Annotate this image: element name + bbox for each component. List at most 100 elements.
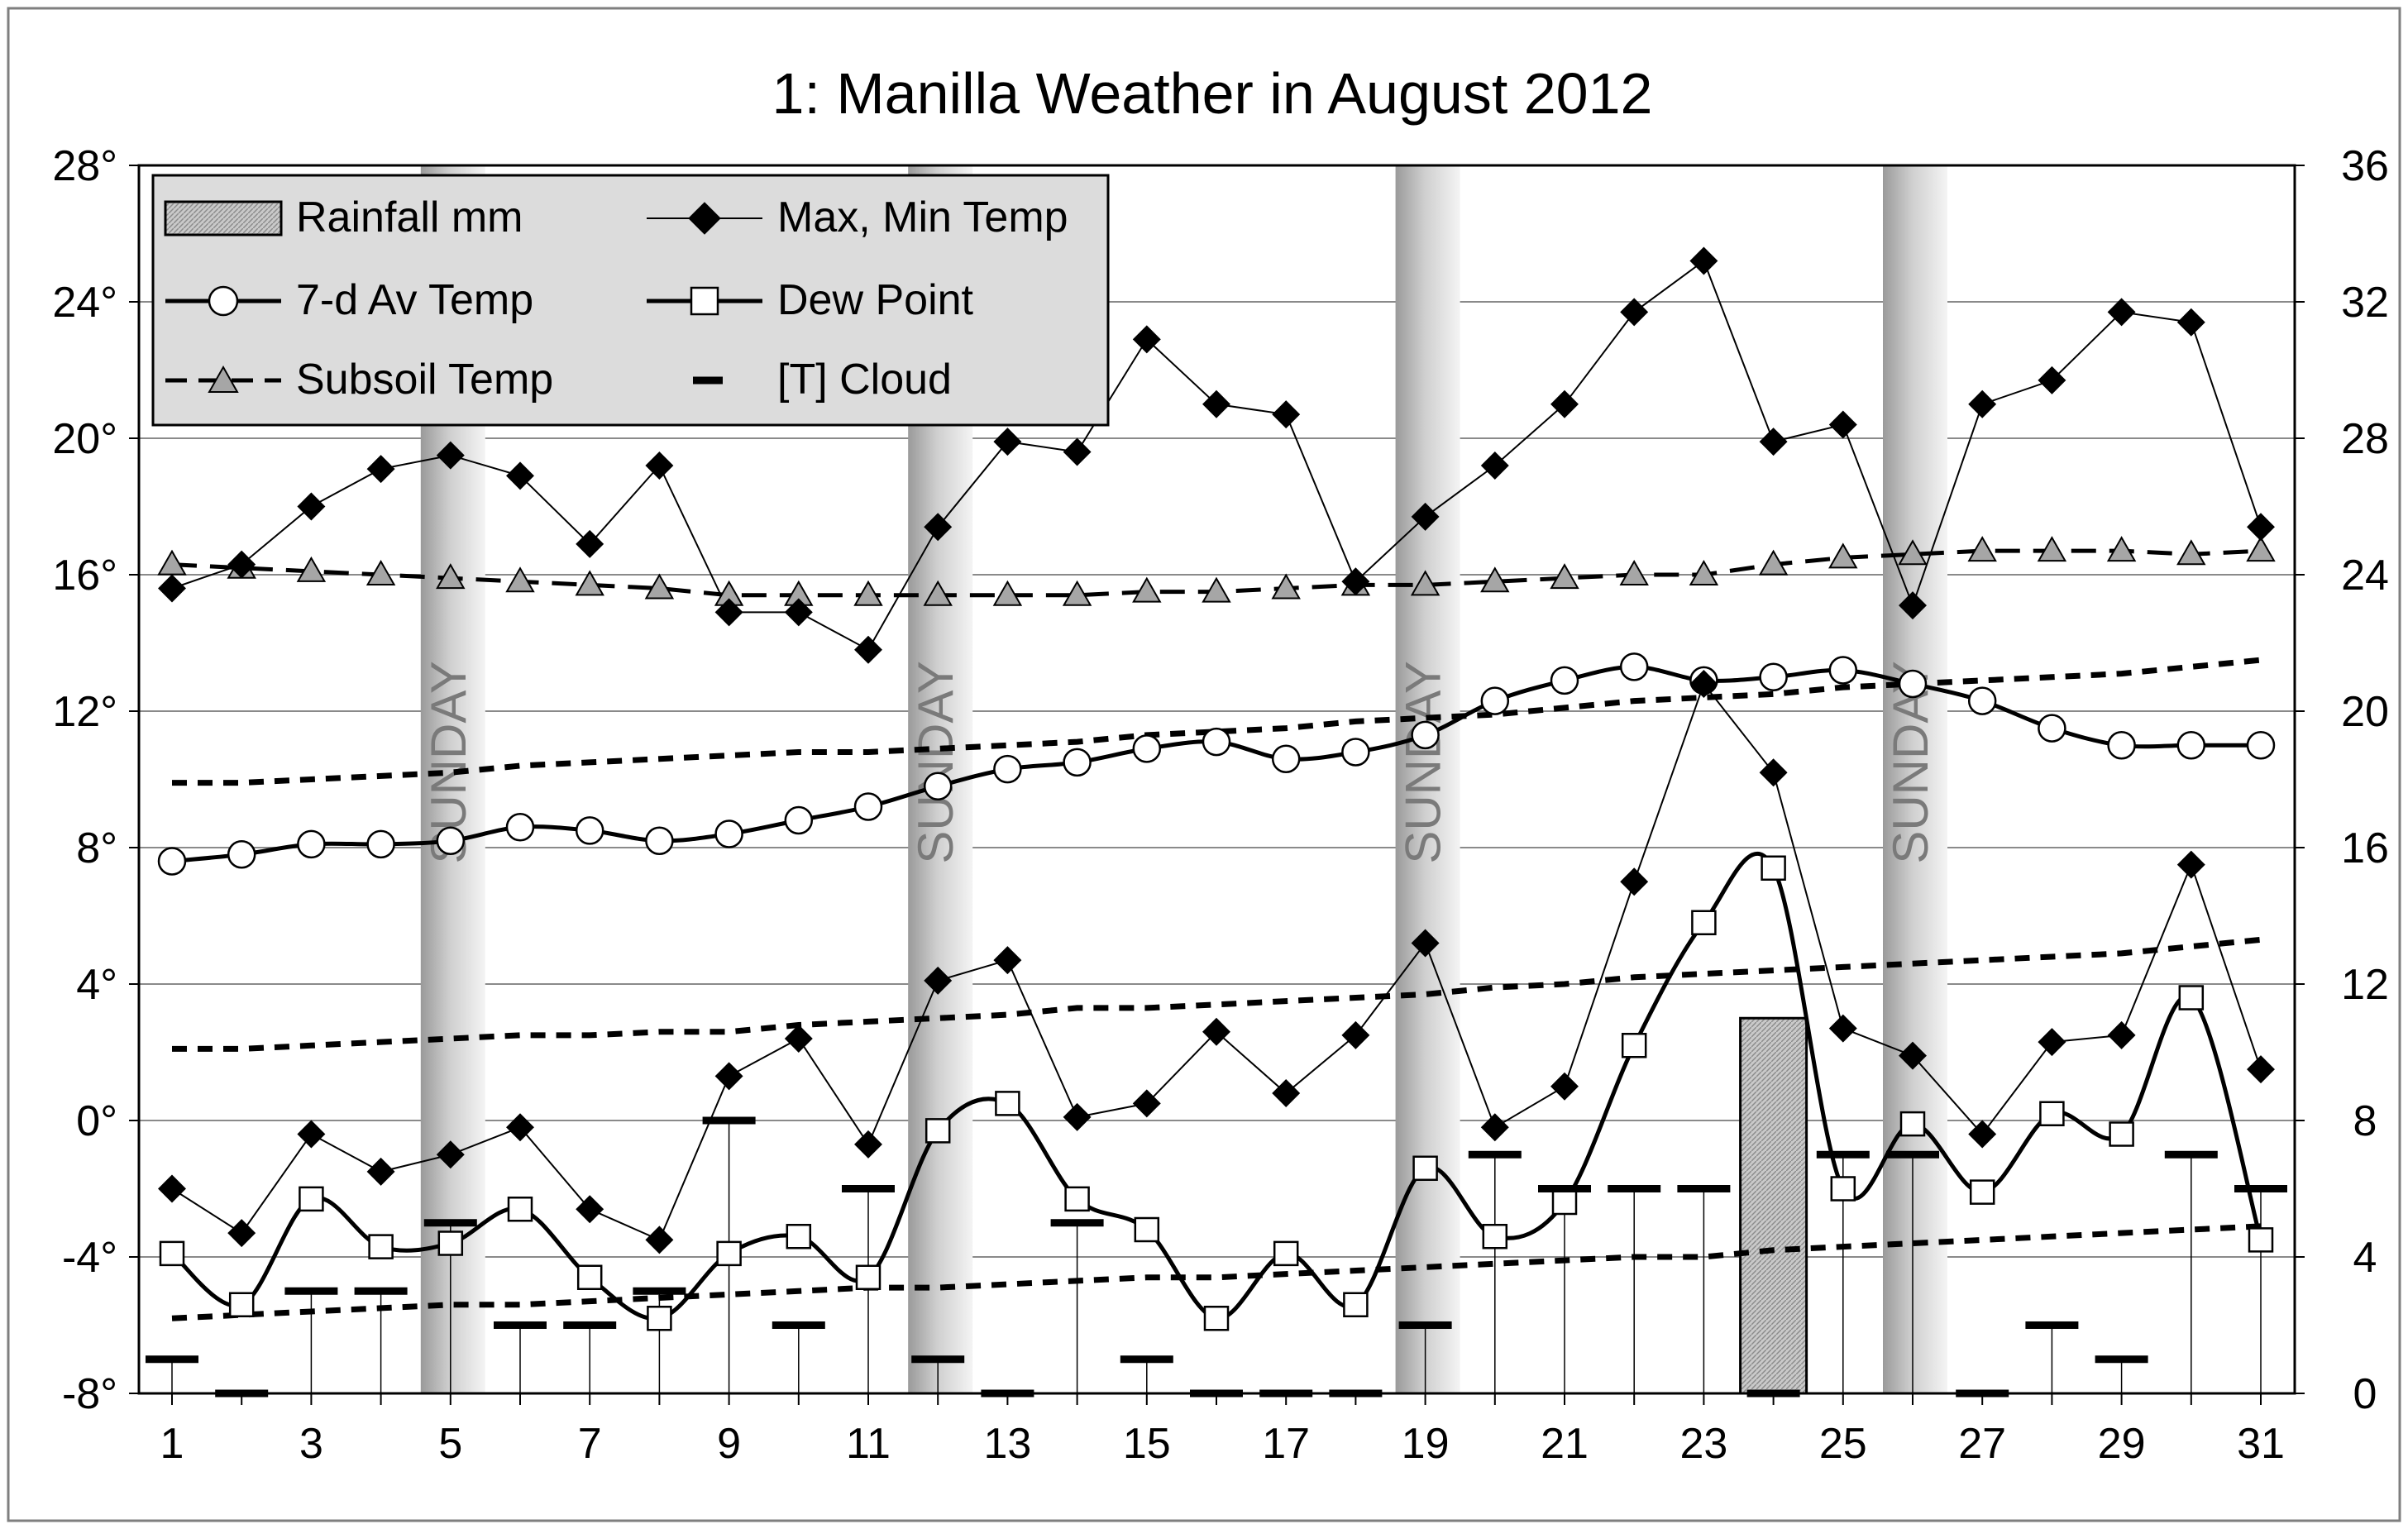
y-left-tick-label: 4° bbox=[76, 961, 117, 1009]
x-tick-label: 27 bbox=[1958, 1420, 2006, 1468]
max-temp-point bbox=[366, 455, 395, 484]
legend-maxmin-label: Max, Min Temp bbox=[777, 194, 1068, 241]
min-temp-point bbox=[2107, 1020, 2136, 1049]
avg7-temp-point bbox=[157, 847, 187, 876]
y-right-tick-label: 20 bbox=[2341, 688, 2389, 736]
min-temp-point bbox=[1411, 929, 1440, 958]
sunday-label: SUNDAY bbox=[1396, 661, 1451, 864]
dew-point-point bbox=[437, 1230, 464, 1256]
min-temp-point bbox=[436, 1140, 465, 1169]
dew-point-point bbox=[1899, 1111, 1926, 1137]
y-left-tick-label: 0° bbox=[76, 1097, 117, 1145]
legend: Rainfall mm Max, Min Temp 7-d Av Temp De… bbox=[151, 174, 1110, 427]
avg7-temp-point bbox=[1967, 686, 1997, 715]
avg7-temp-point bbox=[366, 829, 395, 859]
x-tick-label: 23 bbox=[1679, 1420, 1727, 1468]
dew-point-point bbox=[299, 1186, 324, 1212]
subsoil-temp-point bbox=[2246, 536, 2276, 562]
subsoil-temp-point bbox=[1480, 566, 1510, 593]
y-right-tick-label: 32 bbox=[2341, 279, 2389, 327]
min-temp-point bbox=[645, 1226, 674, 1254]
avg7-temp-point bbox=[853, 792, 883, 821]
sunday-band bbox=[1883, 165, 1947, 1393]
legend-box bbox=[151, 174, 1110, 427]
max-temp-point bbox=[1132, 325, 1161, 354]
max-temp-point bbox=[993, 428, 1022, 456]
avg7-temp-point bbox=[993, 754, 1022, 784]
chart-title: 1: Manilla Weather in August 2012 bbox=[772, 61, 1653, 126]
max-temp-point bbox=[506, 461, 534, 490]
legend-item-cloud: [T] Cloud bbox=[693, 356, 952, 404]
x-tick-label: 11 bbox=[846, 1420, 891, 1468]
legend-subsoil-label: Subsoil Temp bbox=[296, 356, 553, 404]
x-tick-label: 17 bbox=[1262, 1420, 1310, 1468]
y-left-tick-label: -4° bbox=[62, 1234, 117, 1282]
subsoil-temp-point bbox=[992, 580, 1023, 606]
dew-point-line bbox=[170, 851, 2263, 1321]
legend-rainfall-swatch bbox=[164, 200, 283, 237]
max-temp-point bbox=[297, 492, 326, 521]
max-temp-point bbox=[784, 598, 813, 627]
min-temp-point bbox=[2176, 850, 2205, 879]
x-tick-label: 7 bbox=[578, 1420, 602, 1468]
min-temp-point bbox=[366, 1157, 395, 1186]
dew-point-point bbox=[1969, 1179, 1995, 1205]
avg7-temp-point bbox=[1480, 686, 1510, 715]
max-temp-point bbox=[645, 452, 674, 480]
min-temp-point bbox=[1828, 1014, 1857, 1043]
subsoil-temp-point bbox=[366, 559, 396, 585]
subsoil-temp-point bbox=[1967, 536, 1997, 562]
avg7-temp-point bbox=[1619, 652, 1649, 681]
max-temp-point bbox=[1480, 452, 1509, 480]
subsoil-temp-point bbox=[1689, 559, 1719, 585]
dew-point-point bbox=[2039, 1101, 2065, 1126]
avg7-temp-point bbox=[505, 813, 535, 842]
max-temp-point bbox=[1411, 502, 1440, 531]
y-right-tick-label: 8 bbox=[2353, 1097, 2377, 1145]
y-right-tick-label: 0 bbox=[2353, 1370, 2377, 1418]
axes: 1 3 5 7 9 11 13 15 17 19 21 23 25 27 29 31-8°-4°0°4°8°1… bbox=[52, 142, 2389, 1468]
legend-cloud-label: [T] Cloud bbox=[777, 356, 952, 404]
x-tick-label: 29 bbox=[2098, 1420, 2146, 1468]
dew-point-point bbox=[159, 1240, 185, 1267]
dew-point-point bbox=[368, 1234, 394, 1259]
avg7-temp-point bbox=[227, 840, 256, 869]
legend-subsoil-marker bbox=[208, 365, 239, 393]
avg7-temp-point bbox=[1063, 748, 1092, 777]
avg7-temp-point bbox=[297, 829, 326, 859]
max-temp-point bbox=[1550, 389, 1579, 418]
avg7-temp-point bbox=[2246, 731, 2276, 760]
dew-point-point bbox=[716, 1240, 742, 1267]
dew-point-point bbox=[576, 1264, 603, 1290]
dew-point-point bbox=[786, 1224, 812, 1249]
max-temp-point bbox=[436, 441, 465, 470]
subsoil-temp-point bbox=[1271, 573, 1301, 600]
subsoil-temp-point bbox=[1132, 576, 1162, 603]
min-temp-point bbox=[2038, 1028, 2066, 1057]
x-tick-label: 1 bbox=[160, 1420, 184, 1468]
rainfall-bar bbox=[1739, 1016, 1808, 1395]
dew-point-point bbox=[507, 1197, 533, 1222]
dew-point-point bbox=[1412, 1155, 1438, 1181]
min-temp-point bbox=[158, 1174, 186, 1203]
avg7-temp-point bbox=[1411, 720, 1440, 750]
avg7-temp-point bbox=[1271, 744, 1301, 773]
max-temp-point bbox=[854, 635, 882, 664]
legend-avg7-label: 7-d Av Temp bbox=[296, 276, 533, 324]
avg7-temp-point bbox=[1759, 662, 1788, 691]
y-right-tick-label: 16 bbox=[2341, 824, 2389, 872]
min-temp-point bbox=[1899, 1041, 1927, 1070]
dew-point-point bbox=[1621, 1033, 1647, 1058]
subsoil-temp-point bbox=[1828, 542, 1858, 569]
y-right-tick-label: 28 bbox=[2341, 415, 2389, 463]
y-left-tick-label: 12° bbox=[52, 688, 117, 736]
dew-point-point bbox=[2248, 1227, 2274, 1253]
dew-point-point bbox=[924, 1118, 951, 1144]
legend-item-subsoil: Subsoil Temp bbox=[165, 356, 553, 404]
subsoil-temp-point bbox=[296, 556, 327, 582]
x-tick-label: 25 bbox=[1819, 1420, 1867, 1468]
avg7-temp-point bbox=[2038, 714, 2066, 743]
subsoil-temp-point bbox=[436, 563, 466, 590]
legend-item-maxmin: Max, Min Temp bbox=[647, 194, 1068, 241]
